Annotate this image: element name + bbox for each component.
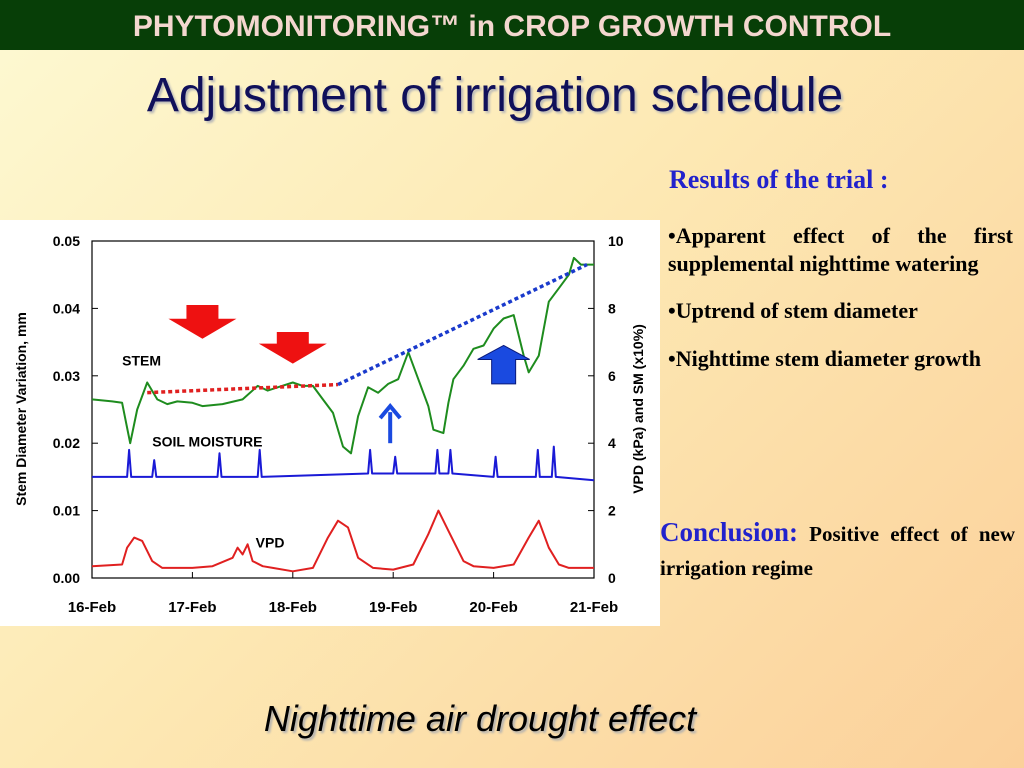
soil-moisture-series-line [92,445,595,482]
result-bullet-2: •Uptrend of stem diameter [668,298,918,323]
result-bullet-1: •Apparent effect of the first supplement… [668,223,1013,276]
x-tick-label: 18-Feb [269,599,317,616]
y2-tick-label: 4 [608,435,616,451]
conclusion: Conclusion: Positive effect of new irrig… [660,512,1015,584]
red-trend-line [147,382,339,395]
soil-moisture-label: SOIL MOISTURE [152,434,262,450]
x-tick-label: 17-Feb [168,599,216,616]
results-list: •Apparent effect of the first supplement… [668,222,1013,392]
vpd-series-line [91,509,594,573]
x-tick-label: 20-Feb [469,599,517,616]
y-tick-label: 0.01 [53,503,80,519]
red-down-arrow-icon [168,305,237,339]
y-axis-title: Stem Diameter Variation, mm [13,312,29,506]
y-tick-label: 0.05 [53,233,80,249]
y-tick-label: 0.02 [53,435,80,451]
footer-caption: Nighttime air drought effect [263,698,697,739]
conclusion-text: Positive effect of new irrigation regime [660,522,1015,580]
blue-up-arrow-icon [477,344,530,385]
y-tick-label: 0.00 [53,570,80,586]
chart: 0.00 0.01 0.02 0.03 0.04 0.05 0 2 4 6 8 10 16-Feb 17-… [13,233,646,616]
x-tick-label: 16-Feb [68,599,116,616]
y2-tick-label: 2 [608,503,616,519]
y2-tick-label: 6 [608,368,616,384]
stem-label: STEM [122,353,161,369]
y2-tick-label: 0 [608,570,616,586]
plot-frame [91,240,595,579]
y-tick-label: 0.04 [53,300,80,316]
y-tick-label: 0.03 [53,368,80,384]
conclusion-label: Conclusion: [660,517,799,547]
y2-tick-label: 10 [608,233,624,249]
y2-axis-title: VPD (kPa) and SM (x10%) [630,324,646,494]
stem-series-line [91,256,594,455]
blue-thin-up-arrow-icon [378,403,402,420]
slide-banner: PHYTOMONITORING™ in CROP GROWTH CONTROL [0,0,1024,50]
result-bullet-3: •Nighttime stem diameter growth [668,345,981,371]
x-tick-label: 21-Feb [570,599,618,616]
y2-tick-label: 8 [608,300,616,316]
chart-panel: 0.00 0.01 0.02 0.03 0.04 0.05 0 2 4 6 8 10 16-Feb 17-… [0,220,660,626]
x-tick-label: 19-Feb [369,599,417,616]
vpd-label: VPD [256,535,285,551]
slide-title: Adjustment of irrigation schedule [146,69,844,122]
results-heading: Results of the trial : [669,165,889,194]
red-down-arrow-icon [258,331,327,364]
